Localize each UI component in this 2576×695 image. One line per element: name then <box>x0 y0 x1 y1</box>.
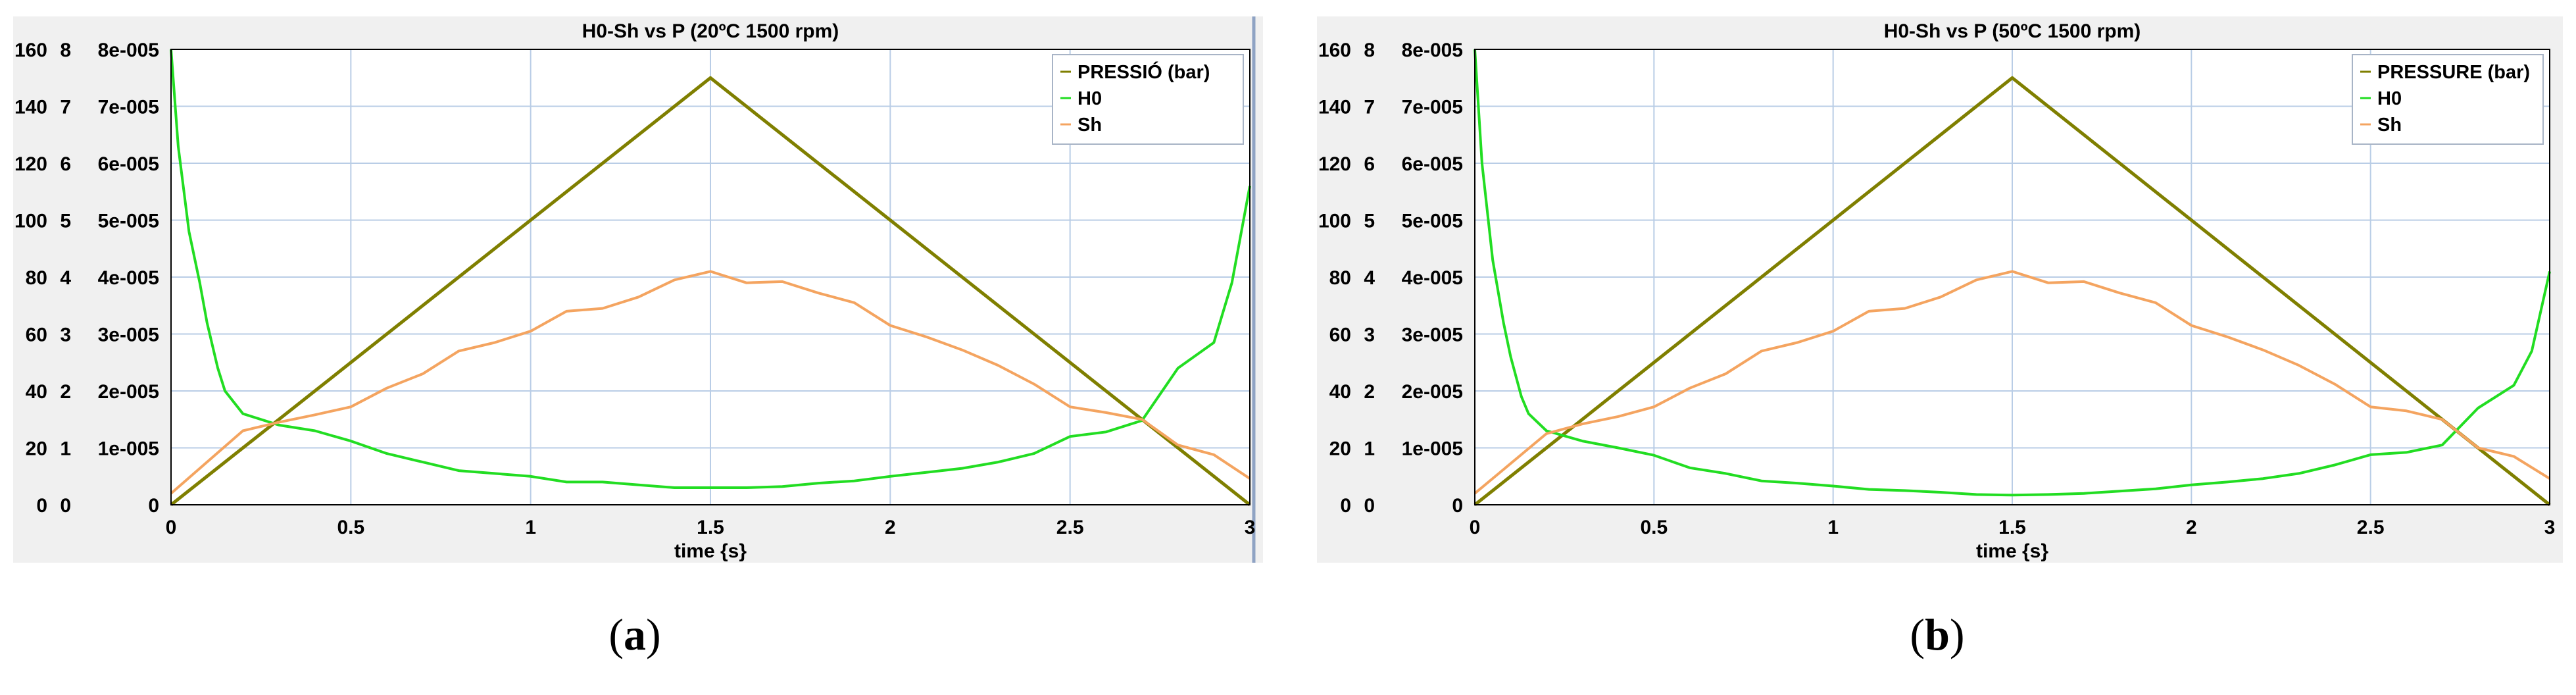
y2-tick-label: 3 <box>1364 324 1375 346</box>
x-axis-label: time {s} <box>674 540 747 562</box>
y3-tick-label: 1e-005 <box>98 438 159 460</box>
y3-tick-label: 2e-005 <box>98 381 159 403</box>
y3-tick-label: 4e-005 <box>1402 267 1463 289</box>
y2-tick-label: 7 <box>60 97 71 118</box>
y2-tick-label: 4 <box>60 267 71 289</box>
x-tick-label: 1.5 <box>697 517 724 538</box>
y1-tick-label: 40 <box>1329 381 1351 403</box>
legend-box <box>1052 54 1244 145</box>
y2-tick-label: 1 <box>60 438 71 460</box>
chart-panel-b: 0 0.5 1 1.5 2 2.5 3 0 20 40 60 80 100 120 140 160 0 1 2 3 4 5… <box>1317 16 2563 563</box>
y1-tick-label: 100 <box>1318 211 1351 232</box>
y3-tick-label: 4e-005 <box>98 267 159 289</box>
legend-label: H0 <box>1077 88 1102 109</box>
y2-tick-label: 7 <box>1364 97 1375 118</box>
series-line-h0 <box>170 49 1251 489</box>
y1-tick-label: 120 <box>1318 153 1351 175</box>
x-tick-label: 2 <box>2186 517 2197 538</box>
y3-tick-label: 0 <box>148 495 159 517</box>
y2-tick-label: 1 <box>1364 438 1375 460</box>
y1-tick-label: 0 <box>1340 495 1351 517</box>
y1-tick-label: 120 <box>14 153 47 175</box>
y1-tick-label: 140 <box>1318 97 1351 118</box>
legend-label: Sh <box>2377 115 2402 136</box>
legend-label: PRESSURE (bar) <box>2377 62 2530 83</box>
y2-tick-label: 4 <box>1364 267 1375 289</box>
y2-tick-label: 0 <box>60 495 71 517</box>
legend-label: Sh <box>1077 115 1102 136</box>
x-tick-label: 1 <box>525 517 536 538</box>
y3-tick-label: 7e-005 <box>1402 97 1463 118</box>
series-line-h0 <box>1474 49 2551 497</box>
x-tick-label: 1.5 <box>1998 517 2026 538</box>
y1-tick-label: 160 <box>14 39 47 61</box>
y2-tick-label: 8 <box>60 39 71 61</box>
x-tick-label: 3 <box>1245 517 1256 538</box>
x-tick-label: 0.5 <box>1640 517 1668 538</box>
y3-tick-label: 7e-005 <box>98 97 159 118</box>
x-tick-label: 3 <box>2544 517 2556 538</box>
x-tick-label: 1 <box>1827 517 1839 538</box>
x-tick-label: 2.5 <box>2357 517 2385 538</box>
y2-tick-label: 8 <box>1364 39 1375 61</box>
y3-tick-label: 3e-005 <box>1402 324 1463 346</box>
y3-tick-label: 8e-005 <box>1402 39 1463 61</box>
y2-tick-label: 6 <box>1364 153 1375 175</box>
y1-tick-label: 20 <box>1329 438 1351 460</box>
y1-tick-label: 160 <box>1318 39 1351 61</box>
x-tick-label: 2.5 <box>1056 517 1084 538</box>
series-line-pressure-bar <box>1474 76 2551 506</box>
x-tick-label: 0.5 <box>337 517 364 538</box>
x-tick-label: 0 <box>1470 517 1481 538</box>
y3-tick-label: 1e-005 <box>1402 438 1463 460</box>
y2-tick-label: 2 <box>1364 381 1375 403</box>
y3-tick-label: 0 <box>1452 495 1463 517</box>
y1-tick-label: 60 <box>1329 324 1351 346</box>
y1-tick-label: 60 <box>26 324 47 346</box>
legend-box <box>2352 54 2544 145</box>
x-axis-label: time {s} <box>1976 540 2048 562</box>
subfigure-label-a: (a) <box>608 609 661 659</box>
chart-panel-a: 0 0.5 1 1.5 2 2.5 3 0 20 40 60 80 100 120 140 160 0 1 2 3 4 5… <box>13 16 1263 563</box>
y2-tick-label: 3 <box>60 324 71 346</box>
y1-tick-label: 20 <box>26 438 47 460</box>
y3-tick-label: 3e-005 <box>98 324 159 346</box>
y1-tick-label: 100 <box>14 211 47 232</box>
y3-tick-label: 8e-005 <box>98 39 159 61</box>
y2-tick-label: 5 <box>60 211 71 232</box>
y3-tick-label: 2e-005 <box>1402 381 1463 403</box>
y3-tick-label: 6e-005 <box>98 153 159 175</box>
series-line-sh <box>170 270 1251 495</box>
y2-tick-label: 6 <box>60 153 71 175</box>
legend-label: PRESSIÓ (bar) <box>1077 61 1210 83</box>
y3-tick-label: 6e-005 <box>1402 153 1463 175</box>
plot-border <box>1474 49 2550 505</box>
series-line-pressi-bar <box>170 76 1251 506</box>
y2-tick-label: 2 <box>60 381 71 403</box>
x-tick-label: 2 <box>885 517 896 538</box>
y2-tick-label: 0 <box>1364 495 1375 517</box>
chart-title: H0-Sh vs P (20ºC 1500 rpm) <box>582 20 839 42</box>
y3-tick-label: 5e-005 <box>1402 211 1463 232</box>
chart-a: 0 0.5 1 1.5 2 2.5 3020406080100120140160012345… <box>13 16 1263 563</box>
chart-b: 0 0.5 1 1.5 2 2.5 3020406080100120140160012345… <box>1317 16 2563 563</box>
y1-tick-label: 40 <box>26 381 47 403</box>
legend-label: H0 <box>2377 88 2402 109</box>
y1-tick-label: 140 <box>14 97 47 118</box>
y1-tick-label: 0 <box>36 495 47 517</box>
chart-title: H0-Sh vs P (50ºC 1500 rpm) <box>1884 20 2141 42</box>
y1-tick-label: 80 <box>1329 267 1351 289</box>
y3-tick-label: 5e-005 <box>98 211 159 232</box>
y2-tick-label: 5 <box>1364 211 1375 232</box>
y1-tick-label: 80 <box>26 267 47 289</box>
plot-border <box>170 49 1251 505</box>
x-tick-label: 0 <box>166 517 177 538</box>
series-line-sh <box>1474 270 2551 495</box>
subfigure-label-b: (b) <box>1910 609 1965 659</box>
